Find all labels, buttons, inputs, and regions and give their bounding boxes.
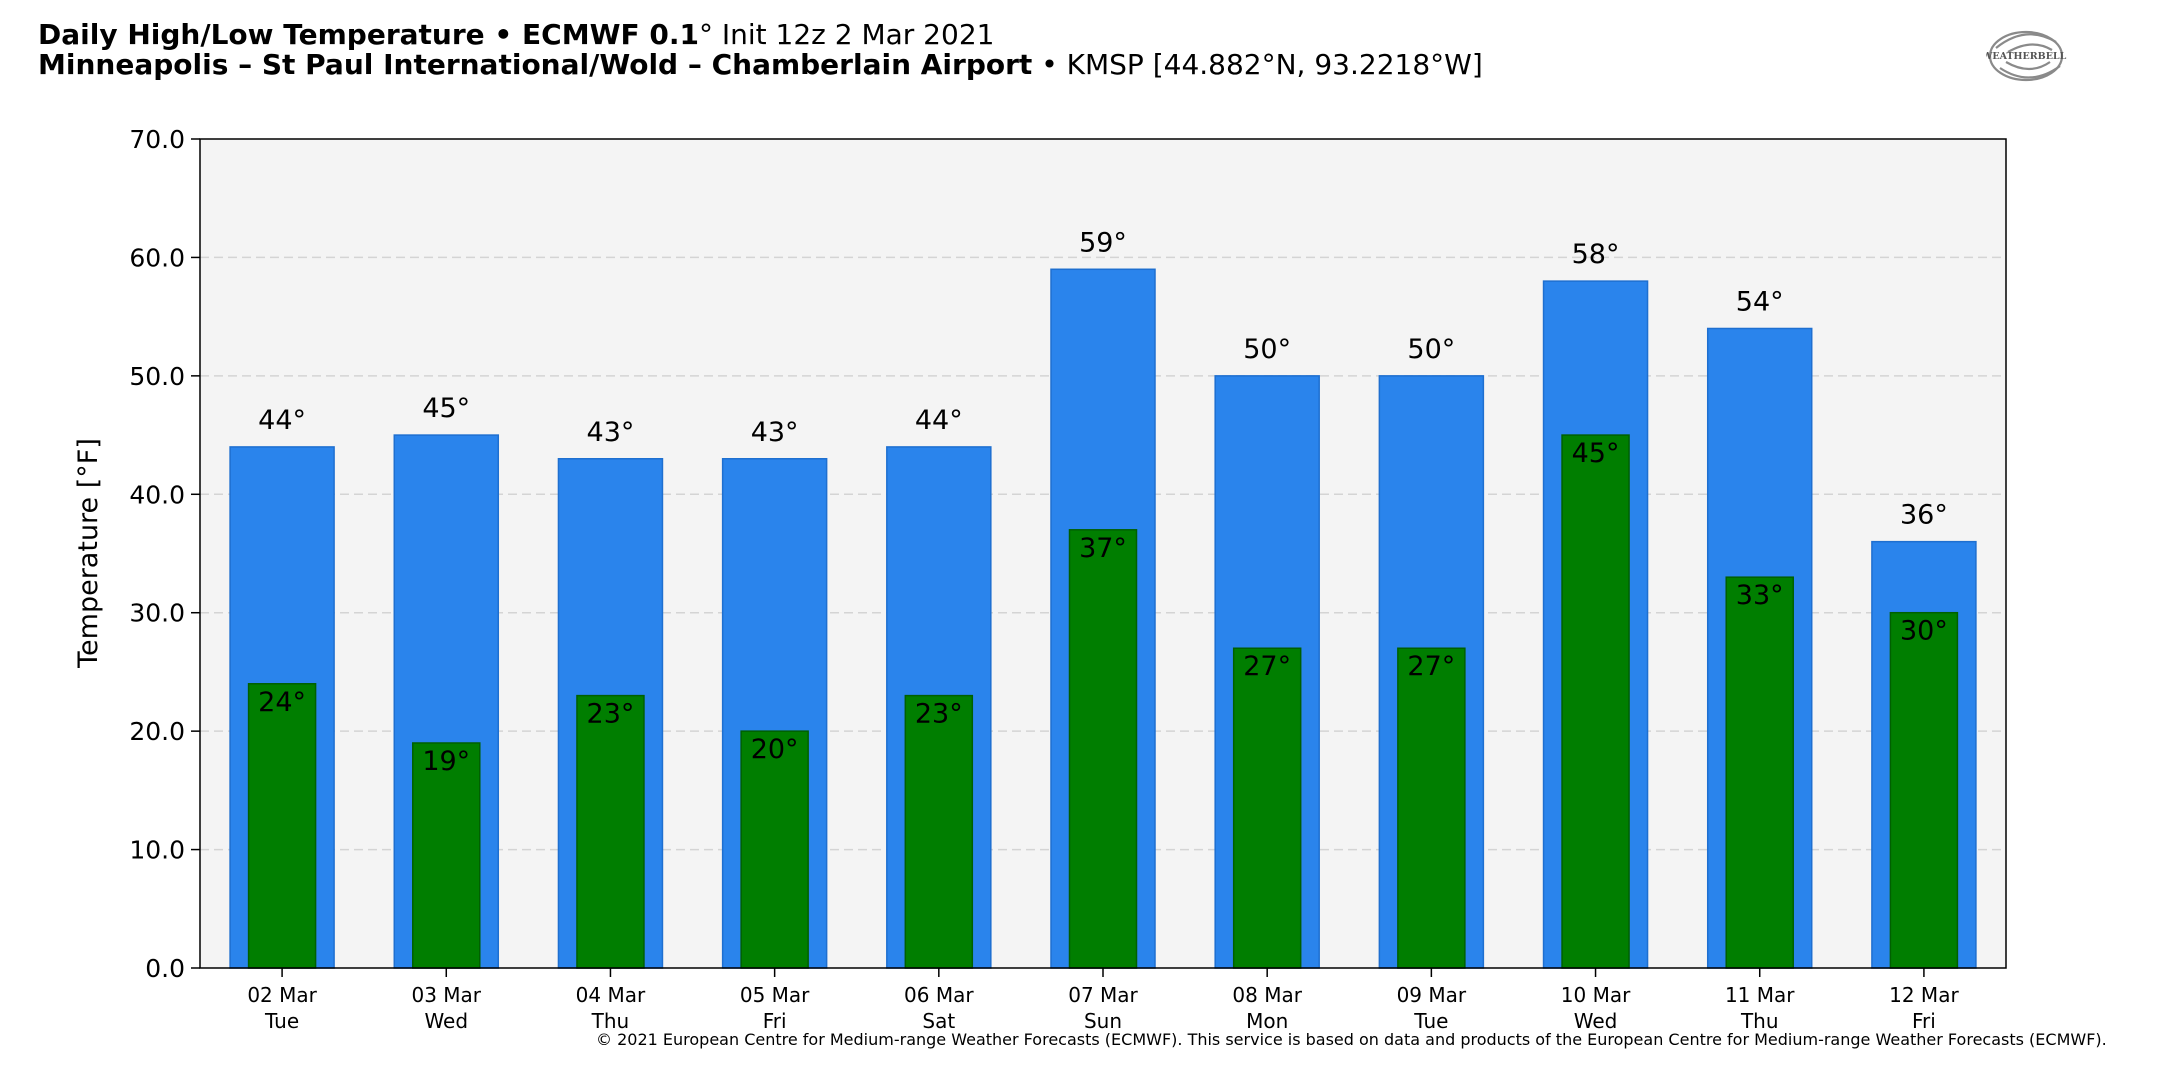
low-temp-label: 23° (915, 699, 963, 730)
x-tick-weekday: Tue (264, 1009, 299, 1033)
low-temp-bar (576, 694, 645, 969)
low-temp-bar (1397, 647, 1466, 969)
low-temp-label: 27° (1407, 651, 1455, 682)
low-temp-bar (1561, 434, 1630, 969)
x-tick-date: 06 Mar (904, 983, 974, 1007)
x-tick-date: 02 Mar (247, 983, 317, 1007)
x-tick-date: 12 Mar (1889, 983, 1959, 1007)
x-tick-weekday: Fri (1912, 1009, 1936, 1033)
x-tick-weekday: Thu (591, 1009, 630, 1033)
x-tick-date: 08 Mar (1232, 983, 1302, 1007)
x-tick-weekday: Thu (1740, 1009, 1779, 1033)
low-temp-bar (1725, 576, 1794, 969)
x-tick-weekday: Mon (1246, 1009, 1288, 1033)
low-temp-label: 24° (258, 687, 306, 718)
init-time: Init 12z 2 Mar 2021 (712, 18, 995, 51)
high-temp-label: 50° (1407, 334, 1455, 365)
y-tick-label: 50.0 (129, 362, 185, 391)
low-temp-bar (1068, 529, 1138, 969)
y-tick-label: 40.0 (129, 480, 185, 509)
x-tick-weekday: Sat (922, 1009, 955, 1033)
chart-title-line-2: Minneapolis – St Paul International/Wold… (38, 50, 1483, 80)
low-temp-label: 20° (751, 734, 799, 765)
y-tick-label: 20.0 (129, 717, 185, 746)
x-tick-date: 07 Mar (1068, 983, 1138, 1007)
low-temp-label: 30° (1900, 616, 1948, 647)
copyright-notice: © 2021 European Centre for Medium-range … (596, 1030, 2107, 1049)
y-tick-label: 0.0 (145, 954, 185, 983)
low-temp-label: 37° (1079, 533, 1127, 564)
chart-title: Daily High/Low Temperature • ECMWF 0.1 (38, 18, 699, 51)
x-tick-weekday: Wed (1574, 1009, 1618, 1033)
station-coordinates: • KMSP [44.882°N, 93.2218°W] (1032, 48, 1483, 81)
low-temp-bar (247, 683, 317, 969)
x-tick-date: 04 Mar (576, 983, 646, 1007)
x-tick-date: 11 Mar (1725, 983, 1795, 1007)
low-temp-bar (1232, 647, 1302, 969)
high-temp-label: 54° (1736, 286, 1784, 317)
low-temp-label: 45° (1572, 438, 1620, 469)
high-temp-label: 50° (1243, 334, 1291, 365)
logo-text: WEATHERBELL (1986, 51, 2067, 62)
low-temp-bar (740, 730, 809, 969)
x-tick-weekday: Fri (763, 1009, 787, 1033)
low-temp-bar (412, 742, 481, 969)
y-tick-label: 10.0 (129, 836, 185, 865)
high-temp-label: 44° (915, 405, 963, 436)
high-temp-label: 43° (751, 417, 799, 448)
high-temp-label: 45° (422, 393, 470, 424)
y-tick-label: 70.0 (129, 125, 185, 154)
y-tick-label: 60.0 (129, 243, 185, 272)
chart-title-line-1: Daily High/Low Temperature • ECMWF 0.1° … (38, 20, 994, 50)
weatherbell-logo: WEATHERBELL (1986, 30, 2067, 82)
high-temp-label: 44° (258, 405, 306, 436)
low-temp-label: 23° (587, 699, 635, 730)
high-temp-label: 59° (1079, 227, 1127, 258)
low-temp-bar (904, 694, 974, 969)
degree-symbol: ° (698, 18, 713, 51)
y-axis-label: Temperature [°F] (73, 438, 104, 669)
weatherbell-swirl-logo-icon (1988, 30, 2064, 82)
x-tick-weekday: Tue (1413, 1009, 1448, 1033)
low-temp-label: 27° (1243, 651, 1291, 682)
y-tick-label: 30.0 (129, 599, 185, 628)
y-axis: 0.0 10.0 20.0 30.0 40.0 50.0 60.0 70.0 (129, 125, 200, 983)
x-tick-weekday: Sun (1084, 1009, 1122, 1033)
high-temp-label: 43° (587, 417, 635, 448)
low-temp-bar (1889, 611, 1959, 969)
x-tick-date: 03 Mar (411, 983, 481, 1007)
low-temp-label: 33° (1736, 580, 1784, 611)
station-name: Minneapolis – St Paul International/Wold… (38, 48, 1033, 81)
low-temp-label: 19° (422, 746, 470, 777)
x-tick-date: 09 Mar (1397, 983, 1467, 1007)
bars: 44° 24° 45° 19° 43° 23° 43° 20° 44° 23° 59° 37° 50° 2… (229, 227, 1977, 969)
x-tick-date: 10 Mar (1561, 983, 1631, 1007)
high-temp-label: 58° (1572, 239, 1620, 270)
x-tick-weekday: Wed (424, 1009, 468, 1033)
x-tick-date: 05 Mar (740, 983, 810, 1007)
high-temp-label: 36° (1900, 500, 1948, 531)
